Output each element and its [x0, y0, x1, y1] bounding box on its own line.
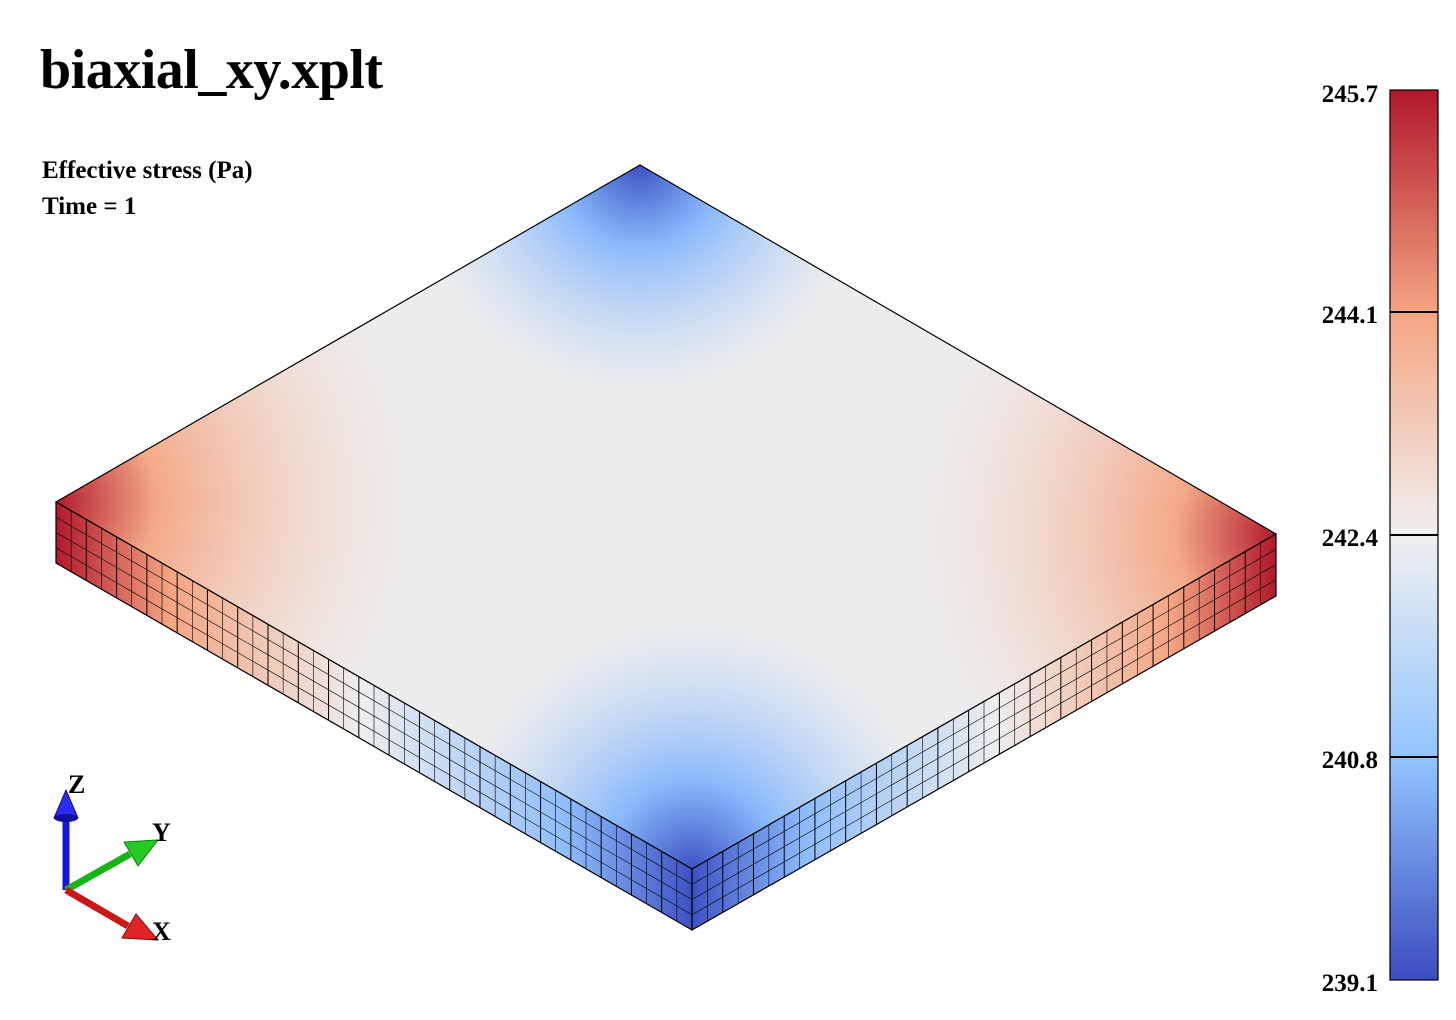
model-right-face	[691, 532, 1277, 932]
plot-title: biaxial_xy.xplt	[40, 39, 383, 101]
right-face-mesh-hline	[692, 579, 1276, 916]
colorbar-ticks	[1390, 311, 1438, 758]
orientation-triad[interactable]: Z Y X	[53, 770, 171, 946]
y-axis-arrow	[64, 839, 160, 894]
left-face-mesh-hline	[56, 547, 692, 916]
colorbar-label-max: 245.7	[1322, 81, 1378, 108]
time-label: Time = 1	[42, 193, 137, 220]
y-axis-label: Y	[152, 818, 171, 847]
right-face-mesh-hline	[692, 548, 1276, 885]
left-face-mesh-hline	[56, 532, 692, 900]
z-axis-label: Z	[68, 770, 85, 799]
x-axis-arrow	[64, 886, 160, 941]
colorbar: 245.7 244.1 242.4 240.8 239.1	[1322, 81, 1439, 997]
colorbar-label-2: 244.1	[1322, 302, 1378, 329]
x-axis-label: X	[152, 917, 171, 946]
left-face-mesh-hline	[56, 516, 692, 885]
colorbar-label-3: 242.4	[1322, 525, 1379, 552]
colorbar-label-4: 240.8	[1322, 747, 1378, 774]
z-axis-arrow	[53, 788, 79, 890]
right-face-mesh-hline	[692, 564, 1276, 900]
colorbar-label-min: 239.1	[1322, 970, 1378, 997]
field-label: Effective stress (Pa)	[42, 157, 253, 184]
